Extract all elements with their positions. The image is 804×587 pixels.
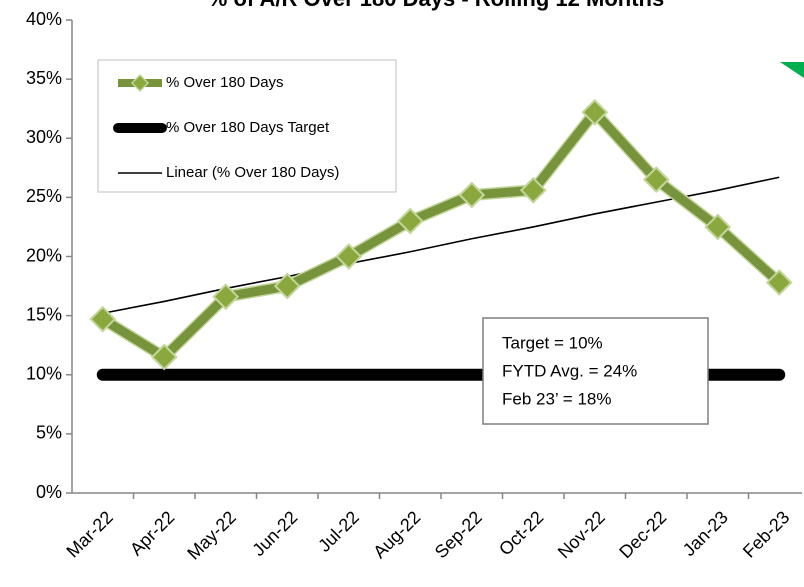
legend-swatch-marker [130, 73, 150, 93]
data-point [765, 269, 793, 296]
trend-line [102, 176, 780, 315]
y-tick-label: 0% [36, 482, 62, 502]
data-point [519, 176, 547, 204]
legend-label: % Over 180 Days Target [166, 119, 330, 136]
data-point [458, 181, 486, 209]
x-tick-label: Dec-22 [615, 507, 670, 562]
x-tick-label: May-22 [183, 507, 240, 564]
legend-label: Linear (% Over 180 Days) [166, 164, 339, 181]
legend-label: % Over 180 Days [166, 74, 284, 91]
x-tick-label: Jul-22 [314, 507, 363, 556]
x-tick-label: Apr-22 [126, 507, 178, 559]
corner-marker [780, 62, 804, 78]
x-tick-label: Jan-23 [679, 507, 732, 560]
x-tick-label: Feb-23 [739, 507, 793, 561]
y-tick-label: 15% [26, 304, 62, 324]
data-point [212, 283, 240, 311]
annotation-text: Feb 23’ = 18% [502, 389, 611, 408]
y-tick-label: 35% [26, 68, 62, 88]
x-tick-label: Jun-22 [248, 507, 301, 560]
x-tick-label: Oct-22 [495, 507, 547, 559]
x-tick-label: Mar-22 [62, 507, 116, 561]
y-tick-label: 40% [26, 9, 62, 29]
y-tick-label: 20% [26, 245, 62, 265]
annotation-text: Target = 10% [502, 333, 603, 352]
annotation-box [482, 317, 709, 425]
data-point [335, 243, 363, 270]
x-tick-label: Aug-22 [369, 507, 424, 562]
y-tick-label: 25% [26, 186, 62, 206]
data-point [273, 272, 301, 300]
data-point [89, 305, 117, 333]
data-point [642, 166, 670, 194]
data-point [581, 98, 609, 126]
data-point [150, 343, 178, 371]
annotation-text: FYTD Avg. = 24% [502, 361, 637, 380]
y-tick-label: 5% [36, 423, 62, 443]
x-tick-label: Sep-22 [431, 507, 486, 562]
y-tick-label: 10% [26, 364, 62, 384]
x-tick-label: Nov-22 [554, 507, 609, 562]
series-line [100, 107, 783, 362]
data-point [704, 213, 732, 241]
data-point [396, 207, 424, 235]
chart-title: % of A/R Over 180 Days - Rolling 12 Mont… [208, 0, 664, 11]
y-tick-label: 30% [26, 127, 62, 147]
